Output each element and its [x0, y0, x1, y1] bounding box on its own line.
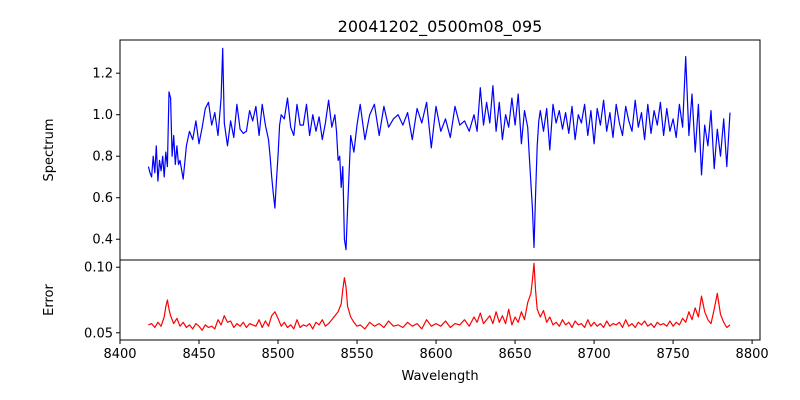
- x-tick-label: 8750: [657, 347, 690, 362]
- x-tick-label: 8700: [578, 347, 611, 362]
- spectrum-y-tick-label: 0.6: [92, 191, 113, 206]
- error-panel: 0.05 0.10 Error: [42, 259, 761, 341]
- error-y-label: Error: [42, 284, 57, 316]
- spectrum-axes-frame: [119, 39, 761, 261]
- error-axes-frame: [119, 259, 761, 341]
- x-axis-label: Wavelength: [401, 369, 478, 384]
- error-series: [148, 262, 731, 331]
- x-tick-label: 8650: [499, 347, 532, 362]
- spectrum-line-0: [147, 47, 731, 251]
- spectrum-y-tick-label: 1.2: [92, 67, 113, 82]
- x-tick-label: 8500: [261, 347, 294, 362]
- spectrum-y-tick-label: 0.8: [92, 150, 113, 165]
- x-tick-label: 8600: [420, 347, 453, 362]
- x-tick-label: 8800: [736, 347, 769, 362]
- spectrum-y-label: Spectrum: [42, 119, 57, 182]
- x-tick-label: 8550: [340, 347, 373, 362]
- spectrum-y-tick-label: 1.0: [92, 108, 113, 123]
- spectrum-series: [147, 47, 731, 251]
- error-line-0: [148, 262, 731, 331]
- chart-title: 20041202_0500m08_095: [338, 17, 543, 37]
- error-y-tick-label: 0.05: [84, 326, 113, 341]
- error-y-tick-label: 0.10: [84, 261, 113, 276]
- spectrum-y-axis: 0.4 0.6 0.8 1.0 1.2: [92, 67, 120, 248]
- x-tick-label: 8400: [103, 347, 136, 362]
- error-y-axis: 0.05 0.10: [84, 261, 120, 341]
- x-tick-label: 8450: [182, 347, 215, 362]
- spectrum-panel: 0.4 0.6 0.8 1.0 1.2 Spectrum: [42, 39, 761, 261]
- x-axis: 8400 8450 8500 8550 8600 8650 8700 8750 8800: [103, 340, 769, 362]
- spectrum-y-tick-label: 0.4: [92, 233, 113, 248]
